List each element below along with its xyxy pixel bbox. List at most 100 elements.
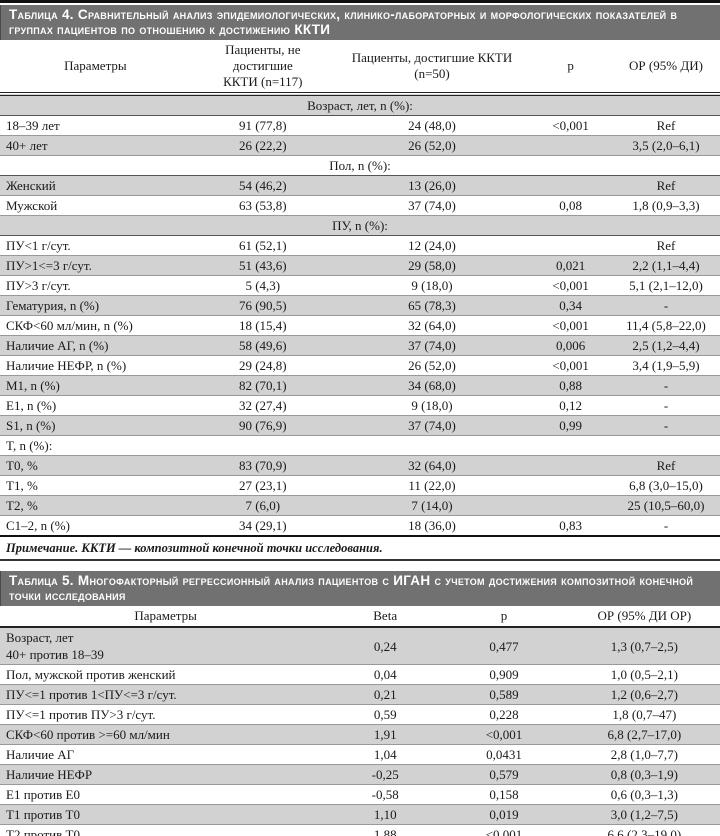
table-row: M1, n (%) 82 (70,1) 34 (68,0) 0,88 - [0, 375, 720, 396]
table-row: Наличие АГ, n (%) 58 (49,6) 37 (74,0) 0,006… [0, 335, 720, 356]
table-row: Наличие АГ 1,04 0,0431 2,8 (1,0–7,7) [0, 745, 720, 765]
cell: Ref [656, 118, 676, 133]
cell: 18–39 лет [6, 118, 60, 133]
table-row: ПУ<1 г/сут. 61 (52,1) 12 (24,0) Ref [0, 236, 720, 256]
cell: 1,10 [373, 807, 397, 822]
cell: 37 (74,0) [408, 418, 456, 433]
column-header: p [500, 608, 508, 623]
section-row: T, n (%): [0, 436, 720, 456]
table4-title: Таблица 4. Сравнительный анализ эпидемио… [9, 7, 678, 37]
table5-title: Таблица 5. Многофакторный регрессионный … [9, 573, 694, 603]
table-row: ПУ<=1 против 1<ПУ<=3 г/сут. 0,21 0,589 1,2 … [0, 684, 720, 705]
table-row: E1 против E0 -0,58 0,158 0,6 (0,3–1,3) [0, 785, 720, 805]
cell: - [663, 518, 669, 533]
cell: 61 (52,1) [238, 238, 287, 253]
table-row: 18–39 лет 91 (77,8) 24 (48,0) <0,001 Ref [0, 116, 720, 136]
cell: 65 (78,3) [408, 298, 456, 313]
cell: ПУ<1 г/сут. [6, 238, 71, 253]
cell: 0,21 [373, 687, 397, 702]
cell: - [663, 398, 669, 413]
section-label: Возраст, лет, n (%): [307, 98, 413, 113]
cell: Наличие НЕФР, n (%) [6, 358, 127, 373]
column-header: ОР (95% ДИ) [629, 58, 703, 73]
cell: 18 (15,4) [238, 318, 287, 333]
column-header: Параметры [134, 608, 197, 623]
cell: <0,001 [485, 727, 523, 742]
cell: 0,04 [373, 667, 397, 682]
cell: T2 против T0 [6, 827, 80, 836]
cell: C1–2, n (%) [6, 518, 70, 533]
cell: 0,88 [559, 378, 582, 393]
cell: 26 (52,0) [408, 138, 456, 153]
section-row: Пол, n (%): [0, 156, 720, 176]
cell: T2, % [6, 498, 38, 513]
table-row: T2, % 7 (6,0) 7 (14,0) 25 (10,5–60,0) [0, 495, 720, 516]
table-row: ПУ<=1 против ПУ>3 г/сут. 0,59 0,228 1,8 (0,… [0, 705, 720, 725]
cell: 0,6 (0,3–1,3) [610, 787, 678, 802]
cell: Ref [656, 458, 676, 473]
cell: 0,019 [489, 807, 519, 822]
cell: - [663, 378, 669, 393]
cell: 11,4 (5,8–22,0) [626, 318, 706, 333]
cell: СКФ<60 против >=60 мл/мин [6, 727, 170, 742]
cell: <0,001 [552, 118, 589, 133]
cell: 0,006 [555, 338, 586, 353]
cell: 1,04 [373, 747, 397, 762]
cell: 0,08 [559, 198, 582, 213]
cell: 7 (6,0) [245, 498, 281, 513]
cell: 3,0 (1,2–7,5) [610, 807, 678, 822]
cell: Наличие НЕФР [6, 767, 93, 782]
cell: 0,83 [559, 518, 582, 533]
cell: Женский [6, 178, 56, 193]
cell: ПУ<=1 против ПУ>3 г/сут. [6, 707, 156, 722]
cell: 9 (18,0) [411, 398, 453, 413]
table5-header: Параметры Beta p ОР (95% ДИ ОР) [0, 606, 720, 627]
cell [529, 456, 612, 476]
cell: 0,228 [489, 707, 519, 722]
cell: 34 (68,0) [408, 378, 456, 393]
cell: 90 (76,9) [238, 418, 287, 433]
table-row: T2 против T0 1,88 <0,001 6,6 (2,3–19,0) [0, 825, 720, 836]
cell: ПУ>1<=3 г/сут. [6, 258, 92, 273]
cell [529, 136, 612, 156]
cell: 1,91 [373, 727, 397, 742]
cell: 0,909 [489, 667, 519, 682]
cell: 82 (70,1) [238, 378, 287, 393]
cell: 7 (14,0) [411, 498, 453, 513]
table-row: E1, n (%) 32 (27,4) 9 (18,0) 0,12 - [0, 396, 720, 416]
cell: Ref [656, 238, 676, 253]
table-row: Возраст, лет 40+ против 18–39 0,24 0,477 1,… [0, 627, 720, 665]
cell: <0,001 [552, 278, 589, 293]
cell: 5 (4,3) [245, 278, 281, 293]
cell: Пол, мужской против женский [6, 667, 176, 682]
top-rule [0, 0, 720, 3]
cell: Гематурия, n (%) [6, 298, 100, 313]
cell: 29 (58,0) [408, 258, 456, 273]
cell: 58 (49,6) [238, 338, 287, 353]
table-row: T0, % 83 (70,9) 32 (64,0) Ref [0, 455, 720, 476]
cell: Возраст, лет 40+ против 18–39 [6, 630, 104, 662]
cell: 1,0 (0,5–2,1) [610, 667, 678, 682]
cell: S1, n (%) [6, 418, 56, 433]
cell: 3,4 (1,9–5,9) [632, 358, 700, 373]
cell: 0,12 [559, 398, 582, 413]
cell: <0,001 [485, 827, 523, 836]
cell: 34 (29,1) [238, 518, 287, 533]
cell: 37 (74,0) [408, 338, 456, 353]
cell: -0,58 [371, 787, 399, 802]
table-row: 40+ лет 26 (22,2) 26 (52,0) 3,5 (2,0–6,1) [0, 135, 720, 156]
cell: - [663, 298, 669, 313]
cell: 3,5 (2,0–6,1) [632, 138, 700, 153]
table-row: Наличие НЕФР -0,25 0,579 0,8 (0,3–1,9) [0, 764, 720, 785]
cell: 26 (22,2) [238, 138, 287, 153]
column-header: Пациенты, не достигшие ККТИ (n=117) [223, 42, 303, 89]
cell: СКФ<60 мл/мин, n (%) [6, 318, 133, 333]
table-row: T1, % 27 (23,1) 11 (22,0) 6,8 (3,0–15,0) [0, 476, 720, 496]
cell: 51 (43,6) [238, 258, 287, 273]
cell: 0,99 [559, 418, 582, 433]
cell: E1 против E0 [6, 787, 80, 802]
cell: Наличие АГ, n (%) [6, 338, 109, 353]
cell: 63 (53,8) [238, 198, 287, 213]
cell: 26 (52,0) [408, 358, 456, 373]
column-header: Параметры [64, 58, 127, 73]
